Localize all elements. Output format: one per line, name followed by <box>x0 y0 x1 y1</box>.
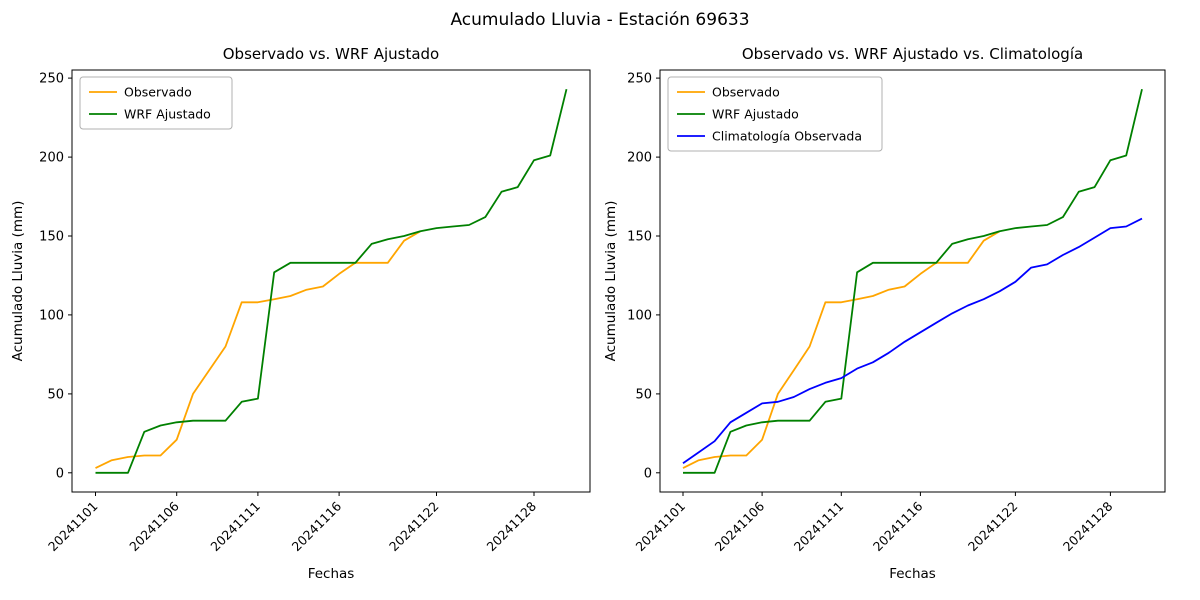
x-tick-label: 20241101 <box>45 499 101 555</box>
series-line-observado <box>95 230 421 469</box>
plot-frame <box>659 69 1166 493</box>
x-tick-label: 20241101 <box>633 499 689 555</box>
x-axis: 20241101 20241106 20241111 20241116 20241122… <box>633 492 1116 554</box>
x-tick-label: 20241111 <box>791 499 847 555</box>
x-tick-label: 20241128 <box>484 498 540 554</box>
legend-box <box>667 76 883 152</box>
x-tick-label: 20241122 <box>965 499 1021 555</box>
legend-label: WRF Ajustado <box>712 107 799 122</box>
legend-label: WRF Ajustado <box>124 107 211 122</box>
x-axis-label: Fechas <box>889 566 936 582</box>
y-tick-label: 0 <box>56 466 64 481</box>
y-axis-label: Acumulado Lluvia (mm) <box>10 201 26 362</box>
plot-frame <box>71 69 591 493</box>
y-tick-label: 200 <box>39 151 64 166</box>
y-tick-label: 100 <box>39 308 64 323</box>
subplot-title: Observado vs. WRF Ajustado vs. Climatolo… <box>742 45 1083 63</box>
y-tick-label: 250 <box>627 72 652 87</box>
legend-label: Observado <box>124 85 192 100</box>
figure-title: Acumulado Lluvia - Estación 69633 <box>450 10 750 30</box>
x-tick-label: 20241106 <box>712 498 768 554</box>
legend-label: Climatología Observada <box>712 129 862 144</box>
y-tick-label: 50 <box>635 387 652 402</box>
y-axis: 0 50 100 150 200 250 <box>627 72 660 481</box>
legend-label: Observado <box>712 85 780 100</box>
subplot-title: Observado vs. WRF Ajustado <box>223 45 439 63</box>
series-line-climatologia-observada <box>682 217 1143 465</box>
series-line-observado <box>682 230 1001 469</box>
y-tick-label: 50 <box>47 387 64 402</box>
y-axis: 0 50 100 150 200 250 <box>39 72 72 481</box>
x-axis-label: Fechas <box>308 566 355 582</box>
y-axis-label: Acumulado Lluvia (mm) <box>603 201 619 362</box>
legend: Observado WRF Ajustado <box>79 76 233 130</box>
y-tick-label: 150 <box>39 230 64 245</box>
x-tick-label: 20241116 <box>870 498 926 554</box>
y-tick-label: 250 <box>39 72 64 87</box>
x-tick-label: 20241111 <box>207 499 263 555</box>
x-tick-label: 20241122 <box>386 499 442 555</box>
x-tick-label: 20241116 <box>289 498 345 554</box>
series-line-wrf-ajustado <box>95 88 568 474</box>
x-axis: 20241101 20241106 20241111 20241116 20241122… <box>45 492 539 554</box>
legend-box <box>79 76 233 130</box>
y-tick-label: 100 <box>627 308 652 323</box>
y-tick-label: 150 <box>627 230 652 245</box>
x-tick-label: 20241128 <box>1060 498 1116 554</box>
legend: Observado WRF Ajustado Climatología Observ… <box>667 76 883 152</box>
series-line-wrf-ajustado <box>683 88 1143 474</box>
y-tick-label: 0 <box>644 466 652 481</box>
y-tick-label: 200 <box>627 151 652 166</box>
x-tick-label: 20241106 <box>126 498 182 554</box>
